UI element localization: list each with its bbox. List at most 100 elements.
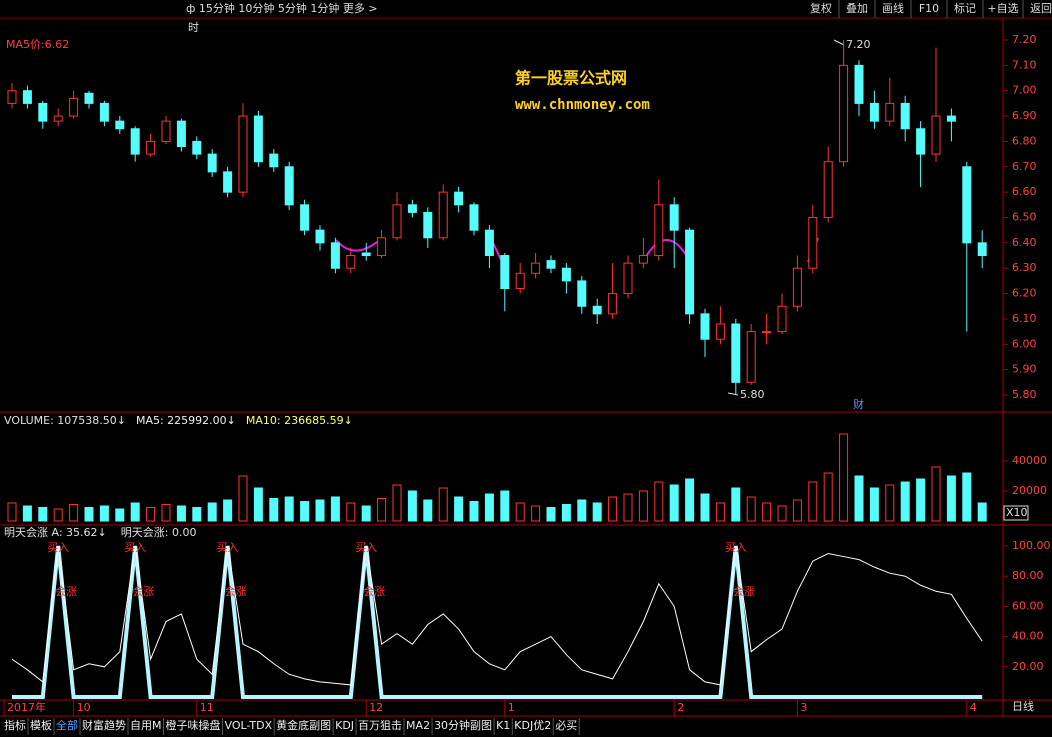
candle-body [269,153,279,168]
volume-bar [423,499,433,522]
period-label[interactable]: 日线 [1012,699,1034,713]
volume-bar [238,475,248,522]
candle-body [146,140,156,155]
period-selector[interactable]: ф 15分钟 10分钟 5分钟 1分钟 更多 > [186,1,378,15]
toolbar-button[interactable]: 叠加 [846,2,868,15]
candle-body [300,204,310,231]
x-tick-label: 2 [677,701,684,714]
tab[interactable]: 必买 [555,719,577,732]
volume-bar [223,499,233,522]
y-tick-label: 5.90 [1012,363,1037,376]
volume-bar [361,505,371,522]
volume-label: MA10: 236685.59↓ [246,414,353,427]
x-tick-label: 2017年 [7,700,46,714]
volume-bar [608,496,618,522]
tab[interactable]: 全部 [56,718,78,732]
indicator-label: 明天会涨: 0.00 [121,526,197,539]
tab[interactable]: MA2 [406,719,430,732]
volume-bar [777,505,787,522]
candle-body [592,305,602,315]
candle-body [746,331,756,383]
indicator-line [11,545,983,686]
volume-bar [715,502,725,522]
tab[interactable]: VOL-TDX [225,719,273,732]
volume-bar [623,493,633,522]
watermark: 第一股票公式网 [515,69,627,88]
candle-body [346,255,356,269]
candle-body [330,242,340,269]
candle-body [438,191,448,239]
tab[interactable]: 财富趋势 [82,718,126,732]
toolbar-button[interactable]: 标记 [954,1,976,15]
candle-body [977,242,987,257]
volume-bar [130,502,140,522]
toolbar-button[interactable]: F10 [919,2,939,15]
watermark: www.chnmoney.com [515,97,650,113]
toolbar-button[interactable]: +自选 [987,2,1018,15]
volume-bar [176,505,186,522]
candle-body [792,267,802,307]
candle-body [700,313,710,340]
tab[interactable]: 指标 [4,718,26,732]
candle-body [608,293,618,315]
tab[interactable]: 30分钟副图 [434,718,492,732]
y-tick-label: 6.10 [1012,312,1037,325]
tab[interactable]: KDJ优2 [514,719,551,732]
tab[interactable]: 百万狙击 [358,719,402,732]
y-tick-label: 80.00 [1012,569,1044,582]
y-tick-label: 6.60 [1012,185,1037,198]
volume-bar [946,475,956,522]
tab[interactable]: 自用M [130,719,162,732]
candle-body [84,92,94,104]
volume-bar [53,508,63,522]
volume-bar [438,487,448,522]
event-label: 财 [853,397,864,411]
volume-bar [746,496,756,522]
candle-body [484,229,494,257]
volume-bar [269,498,279,522]
volume-bar [962,472,972,522]
candle-body [515,272,525,289]
y-tick-label: 6.20 [1012,287,1037,300]
candle-body [407,204,417,213]
volume-bar [577,499,587,522]
signal-label: 会涨 [55,585,77,598]
volume-bar [38,507,48,522]
volume-bar [531,505,541,522]
candle-body [916,128,926,155]
y-tick-label: 40000 [1012,454,1047,467]
tab[interactable]: KDJ [335,719,354,732]
toolbar-button[interactable]: 返回 [1030,2,1052,15]
candle-body [623,262,633,295]
tab[interactable]: K1 [496,719,510,732]
toolbar-button[interactable]: 画线 [882,1,904,15]
volume-bar [315,499,325,522]
candle-body [531,262,541,274]
volume-bar [392,484,402,522]
candle-body [931,115,941,155]
volume-bar [69,504,79,522]
volume-bar [84,507,94,522]
volume-bar [300,501,310,522]
candle-body [392,204,402,239]
volume-bar [854,475,864,522]
y-tick-label: 6.90 [1012,109,1037,122]
tab[interactable]: 模板 [30,718,52,732]
toolbar-button[interactable]: 复权 [810,1,832,15]
signal-label: 会涨 [132,585,154,598]
volume-bar [146,507,156,522]
signal-label: 会涨 [363,585,385,598]
candle-body [115,120,125,130]
volume-bar [900,481,910,522]
volume-bar [469,501,479,522]
y-tick-label: 6.00 [1012,337,1037,350]
candle-body [962,166,972,244]
tab[interactable]: 橙子味操盘 [166,718,221,732]
candle-body [762,331,772,334]
candle-body [500,255,510,290]
candle-body [823,161,833,218]
volume-bar [330,496,340,522]
candle-body [577,280,587,307]
tab[interactable]: 黄金底副图 [276,718,331,732]
